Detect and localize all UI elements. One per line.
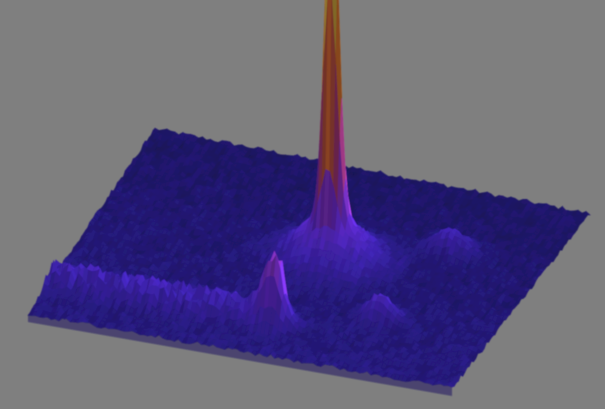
surface-mesh bbox=[27, 0, 591, 396]
